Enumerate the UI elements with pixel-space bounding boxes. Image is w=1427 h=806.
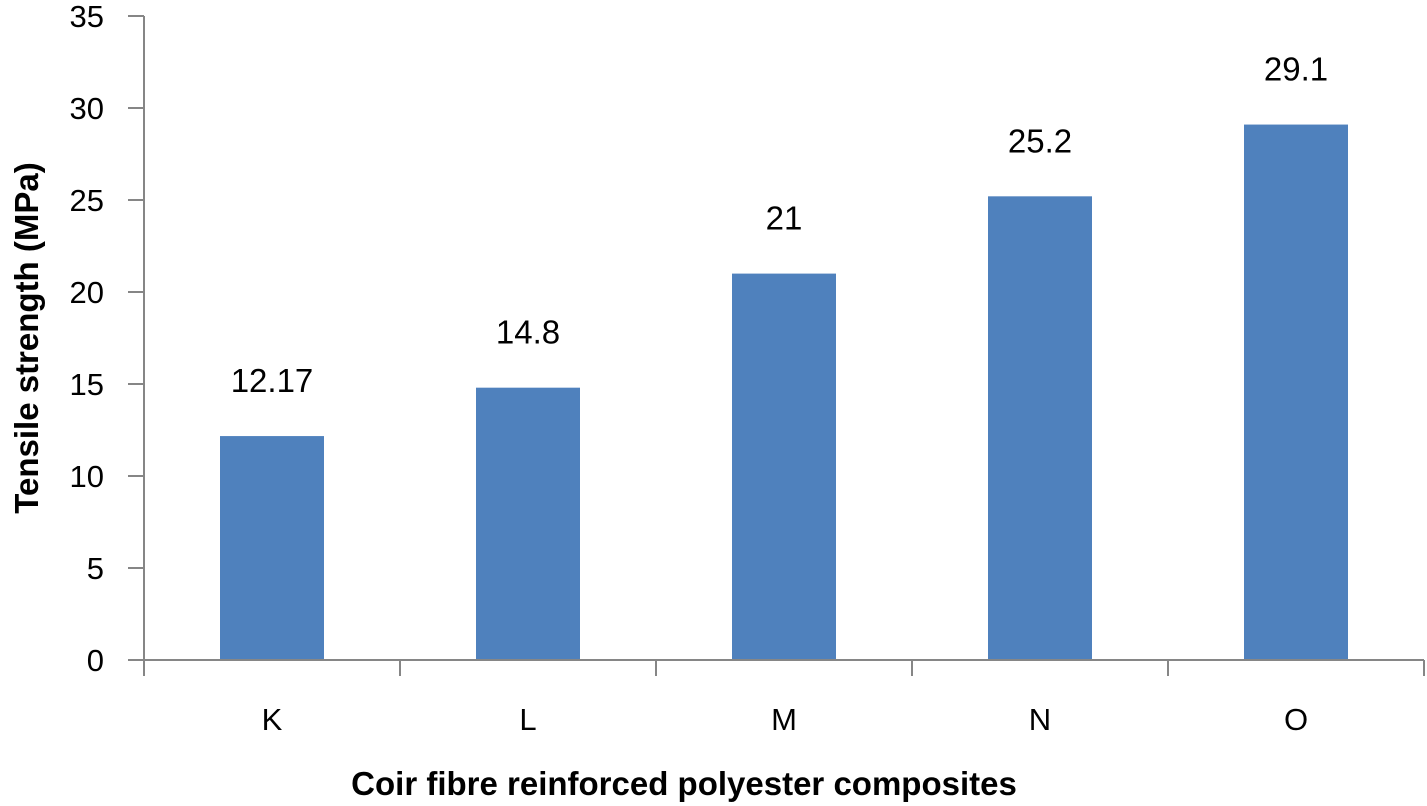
y-axis-title: Tensile strength (MPa) [8,162,45,513]
y-tick-label-25: 25 [70,183,104,218]
x-tick-label-k: K [262,702,283,737]
x-tick-label-o: O [1284,702,1308,737]
y-tick-label-5: 5 [87,551,104,586]
x-tick-label-n: N [1029,702,1051,737]
data-label-n: 25.2 [1008,122,1072,159]
data-label-k: 12.17 [231,362,314,399]
data-labels-group: 12.17 14.8 21 25.2 29.1 [231,51,1328,400]
data-label-o: 29.1 [1264,51,1328,88]
bar-l [476,387,580,660]
data-label-m: 21 [766,200,803,237]
y-tick-label-35: 35 [70,0,104,34]
axes-group [128,15,1425,676]
x-axis-title: Coir fibre reinforced polyester composit… [351,765,1017,802]
bar-n [988,196,1092,660]
y-tick-label-30: 30 [70,91,104,126]
y-tick-labels-group: 0 5 10 15 20 25 30 35 [70,0,104,678]
x-tick-label-m: M [771,702,797,737]
bar-m [732,273,836,660]
y-tick-label-15: 15 [70,367,104,402]
data-label-l: 14.8 [496,314,560,351]
bars-group [220,124,1348,660]
y-tick-label-0: 0 [87,643,104,678]
x-tick-label-l: L [519,702,536,737]
y-tick-label-20: 20 [70,275,104,310]
x-tick-labels-group: K L M N O [262,702,1308,737]
y-tick-label-10: 10 [70,459,104,494]
bar-k [220,436,324,660]
bar-o [1244,124,1348,660]
